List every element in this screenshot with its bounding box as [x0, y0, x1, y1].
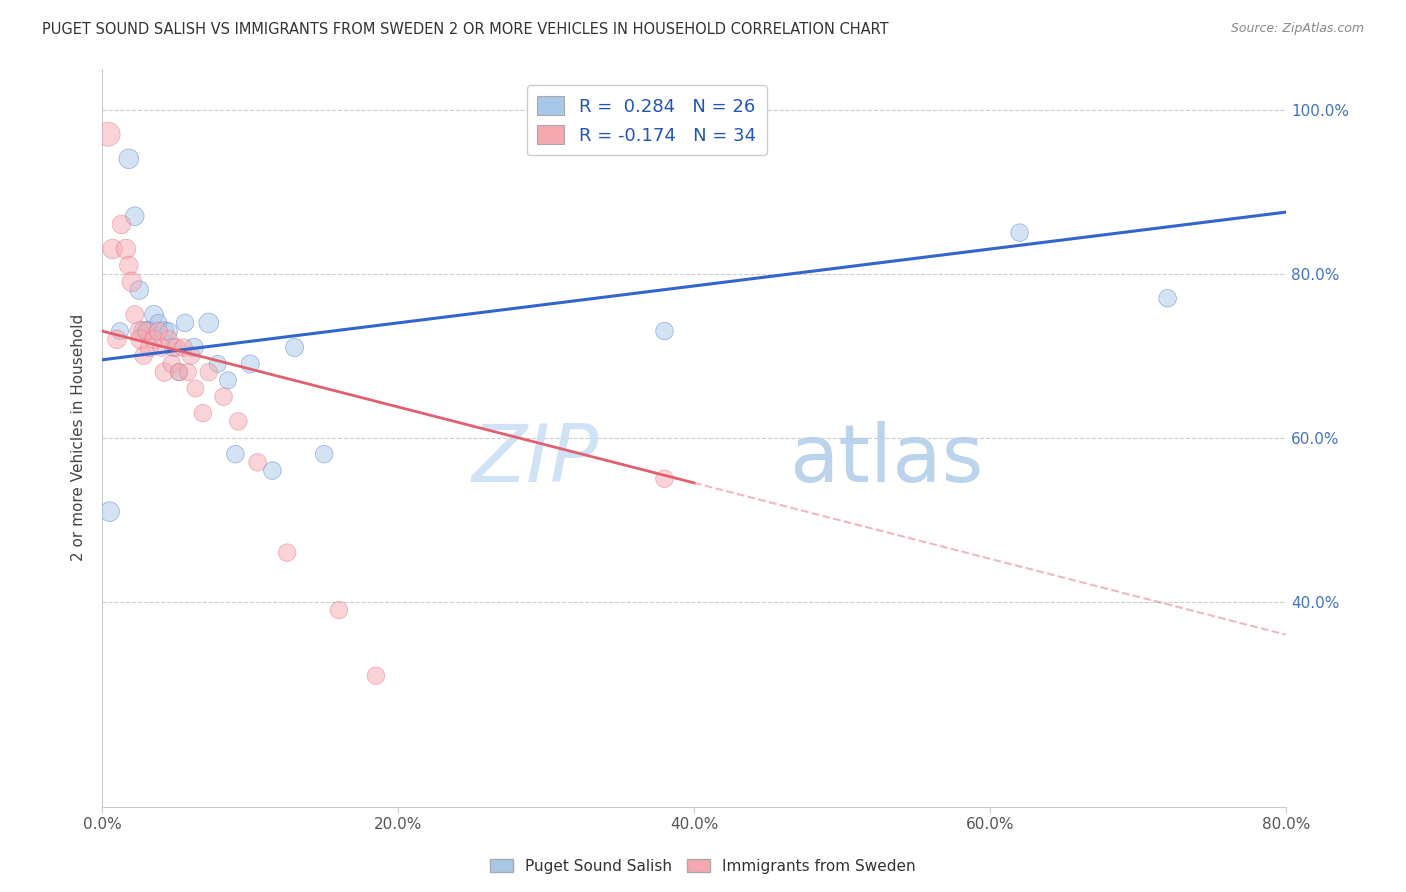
Point [207, 357, 229, 371]
Point [212, 390, 235, 404]
Legend: R =  0.284   N = 26, R = -0.174   N = 34: R = 0.284 N = 26, R = -0.174 N = 34 [527, 85, 766, 155]
Point [184, 382, 207, 396]
Point [246, 455, 269, 469]
Text: Source: ZipAtlas.com: Source: ZipAtlas.com [1230, 22, 1364, 36]
Point [132, 324, 155, 338]
Point [148, 324, 170, 338]
Point [160, 357, 183, 371]
Point [180, 349, 202, 363]
Point [177, 365, 200, 379]
Point [138, 324, 160, 338]
Point [98, 505, 121, 519]
Point [132, 349, 155, 363]
Text: ZIP: ZIP [472, 421, 599, 499]
Point [135, 324, 157, 338]
Point [183, 341, 205, 355]
Point [115, 242, 138, 256]
Point [262, 464, 284, 478]
Point [143, 332, 166, 346]
Point [157, 332, 180, 346]
Y-axis label: 2 or more Vehicles in Household: 2 or more Vehicles in Household [72, 314, 86, 561]
Point [197, 316, 219, 330]
Point [239, 357, 262, 371]
Point [276, 546, 298, 560]
Point [228, 414, 250, 428]
Point [654, 472, 676, 486]
Point [128, 324, 150, 338]
Point [153, 324, 176, 338]
Point [197, 365, 219, 379]
Point [364, 669, 387, 683]
Legend: Puget Sound Salish, Immigrants from Sweden: Puget Sound Salish, Immigrants from Swed… [484, 853, 922, 880]
Point [167, 365, 190, 379]
Point [217, 373, 239, 387]
Point [173, 341, 195, 355]
Point [314, 447, 336, 461]
Point [108, 324, 131, 338]
Point [118, 259, 141, 273]
Point [1156, 291, 1178, 305]
Point [157, 324, 180, 338]
Point [124, 308, 146, 322]
Point [174, 316, 197, 330]
Point [654, 324, 676, 338]
Point [148, 316, 170, 330]
Text: atlas: atlas [789, 421, 983, 499]
Point [105, 332, 128, 346]
Point [143, 308, 166, 322]
Point [165, 341, 187, 355]
Point [121, 275, 143, 289]
Point [128, 283, 150, 297]
Text: PUGET SOUND SALISH VS IMMIGRANTS FROM SWEDEN 2 OR MORE VEHICLES IN HOUSEHOLD COR: PUGET SOUND SALISH VS IMMIGRANTS FROM SW… [42, 22, 889, 37]
Point [1008, 226, 1031, 240]
Point [284, 341, 307, 355]
Point [224, 447, 246, 461]
Point [97, 127, 120, 141]
Point [153, 365, 176, 379]
Point [124, 209, 146, 223]
Point [138, 341, 160, 355]
Point [167, 365, 190, 379]
Point [101, 242, 124, 256]
Point [118, 152, 141, 166]
Point [328, 603, 350, 617]
Point [191, 406, 214, 420]
Point [150, 341, 173, 355]
Point [129, 332, 152, 346]
Point [110, 218, 132, 232]
Point [162, 341, 184, 355]
